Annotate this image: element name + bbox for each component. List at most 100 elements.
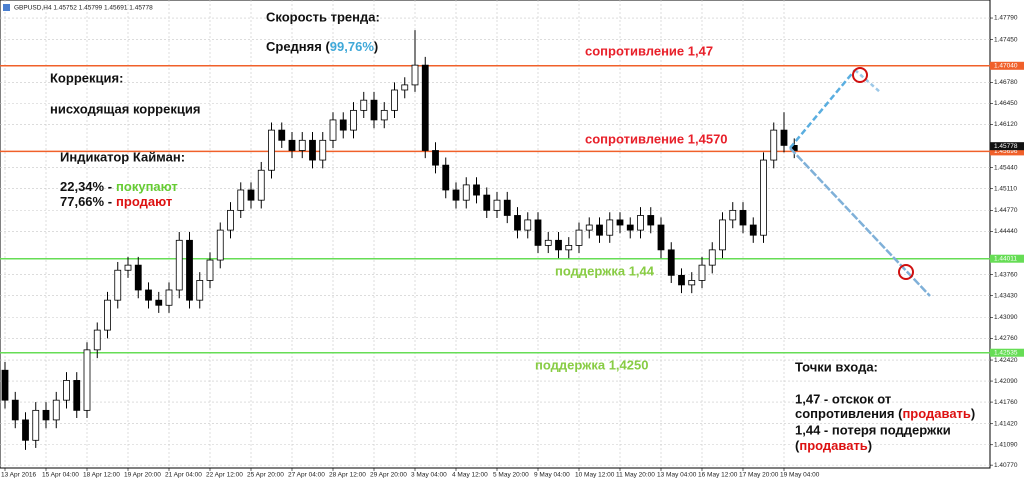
candle-body bbox=[432, 150, 439, 166]
x-tick-label: 25 Apr 20:00 bbox=[247, 472, 284, 479]
annotation: 1,47 - отскок от bbox=[795, 391, 891, 406]
annotation: Коррекция: bbox=[50, 70, 123, 85]
y-tick-label: 1.46780 bbox=[994, 79, 1018, 86]
candle-body bbox=[760, 159, 767, 236]
candle-body bbox=[350, 109, 357, 131]
projection-down bbox=[789, 147, 931, 297]
x-tick-label: 28 Apr 12:00 bbox=[329, 472, 366, 479]
candle-body bbox=[678, 274, 685, 286]
candle-body bbox=[606, 219, 614, 236]
candle-body bbox=[93, 329, 101, 351]
candle-body bbox=[309, 139, 316, 161]
candle-body bbox=[483, 194, 491, 211]
candle-body bbox=[493, 199, 501, 211]
candle-body bbox=[257, 169, 265, 201]
level-label: 1.47040 bbox=[994, 63, 1018, 70]
levels bbox=[0, 65, 990, 354]
target-circle bbox=[898, 264, 914, 280]
candle-body bbox=[555, 239, 562, 251]
y-tick-label: 1.43430 bbox=[994, 292, 1018, 299]
y-tick-label: 1.47450 bbox=[994, 36, 1018, 43]
candle-body bbox=[196, 280, 204, 301]
candle-body bbox=[227, 209, 234, 231]
candle-body bbox=[729, 209, 737, 221]
candle-body bbox=[585, 224, 593, 231]
annotation: поддержка 1,4250 bbox=[535, 357, 648, 372]
y-tick-label: 1.46450 bbox=[994, 100, 1018, 107]
candle-body bbox=[145, 289, 152, 301]
annotation: покупают bbox=[116, 179, 178, 194]
candle-body bbox=[524, 219, 532, 231]
x-tick-label: 21 Apr 04:00 bbox=[165, 472, 202, 479]
level-label-box bbox=[990, 147, 1024, 156]
y-tick-label: 1.42090 bbox=[994, 378, 1018, 385]
level-label-box bbox=[990, 348, 1024, 357]
x-tick-label: 19 May 04:00 bbox=[780, 472, 820, 479]
candle-body bbox=[339, 119, 347, 131]
candle-body bbox=[770, 129, 778, 161]
candle-body bbox=[698, 264, 706, 281]
price-label-box bbox=[990, 142, 1024, 151]
annotation: продавать bbox=[902, 406, 970, 421]
x-tick-label: 3 May 04:00 bbox=[411, 472, 447, 479]
annotation: сопротивления (продавать) bbox=[795, 406, 975, 421]
projection-up bbox=[789, 69, 856, 149]
target-circle bbox=[852, 67, 868, 83]
candle-body bbox=[42, 409, 50, 421]
annotation: Средняя (99,76%) bbox=[266, 39, 378, 54]
x-tick-label: 19 Apr 20:00 bbox=[124, 472, 161, 479]
x-tick-label: 22 Apr 12:00 bbox=[206, 472, 243, 479]
candle-body bbox=[83, 349, 91, 411]
grid bbox=[0, 0, 990, 468]
candle-body bbox=[739, 209, 747, 226]
candle-body bbox=[288, 139, 296, 151]
candle-body bbox=[175, 239, 183, 291]
annotation: сопротивления ( bbox=[795, 406, 903, 421]
annotation: ) bbox=[374, 39, 378, 54]
x-tick-label: 15 Apr 04:00 bbox=[42, 472, 79, 479]
annotation: Точки входа: bbox=[795, 359, 878, 374]
symbol-icon bbox=[3, 4, 10, 11]
candle-body bbox=[411, 64, 419, 86]
candle-body bbox=[216, 229, 224, 261]
candle-body bbox=[473, 184, 480, 196]
plot-area bbox=[0, 0, 991, 469]
y-tick-label: 1.40770 bbox=[994, 462, 1018, 469]
candle-body bbox=[749, 224, 757, 236]
x-tick-label: 17 May 20:00 bbox=[739, 472, 779, 479]
annotation: нисходящая коррекция bbox=[50, 101, 200, 116]
annotation: поддержка 1,44 bbox=[555, 263, 655, 278]
candle-body bbox=[380, 109, 388, 121]
annotation: 22,34% - bbox=[60, 179, 112, 194]
annotation: сопротивление 1,4570 bbox=[585, 131, 728, 146]
chart-title: GBPUSD,H4 1.45752 1.45799 1.45691 1.4577… bbox=[14, 5, 153, 12]
annotation: сопротивление 1,47 bbox=[585, 43, 713, 58]
annotation: (продавать) bbox=[795, 438, 872, 453]
level-label: 1.42535 bbox=[994, 349, 1018, 356]
candle-body bbox=[73, 380, 81, 411]
price-label: 1.45778 bbox=[994, 143, 1018, 150]
candle-body bbox=[268, 129, 275, 171]
projection-bounce bbox=[854, 69, 881, 93]
candle-body bbox=[401, 84, 409, 91]
candle-body bbox=[719, 219, 726, 251]
candle-body bbox=[780, 129, 788, 146]
annotation: 77,66% - продают bbox=[60, 194, 172, 209]
candle-body bbox=[134, 264, 142, 291]
x-tick-label: 4 May 12:00 bbox=[452, 472, 488, 479]
level-label-box bbox=[990, 254, 1024, 263]
annotation: 77,66% - bbox=[60, 194, 112, 209]
level-label: 1.45696 bbox=[994, 148, 1018, 155]
y-tick-label: 1.43090 bbox=[994, 314, 1018, 321]
candle-body bbox=[63, 380, 70, 401]
annotation: ) bbox=[868, 438, 872, 453]
annotation: Средняя ( bbox=[266, 39, 330, 54]
candle-body bbox=[503, 199, 511, 216]
candle-body bbox=[421, 64, 429, 151]
candle-body bbox=[667, 249, 675, 276]
candle-body bbox=[1, 369, 9, 401]
candle-body bbox=[544, 239, 552, 246]
level-label-box bbox=[990, 61, 1024, 70]
annotation: ( bbox=[795, 438, 800, 453]
y-tick-label: 1.45440 bbox=[994, 164, 1018, 171]
